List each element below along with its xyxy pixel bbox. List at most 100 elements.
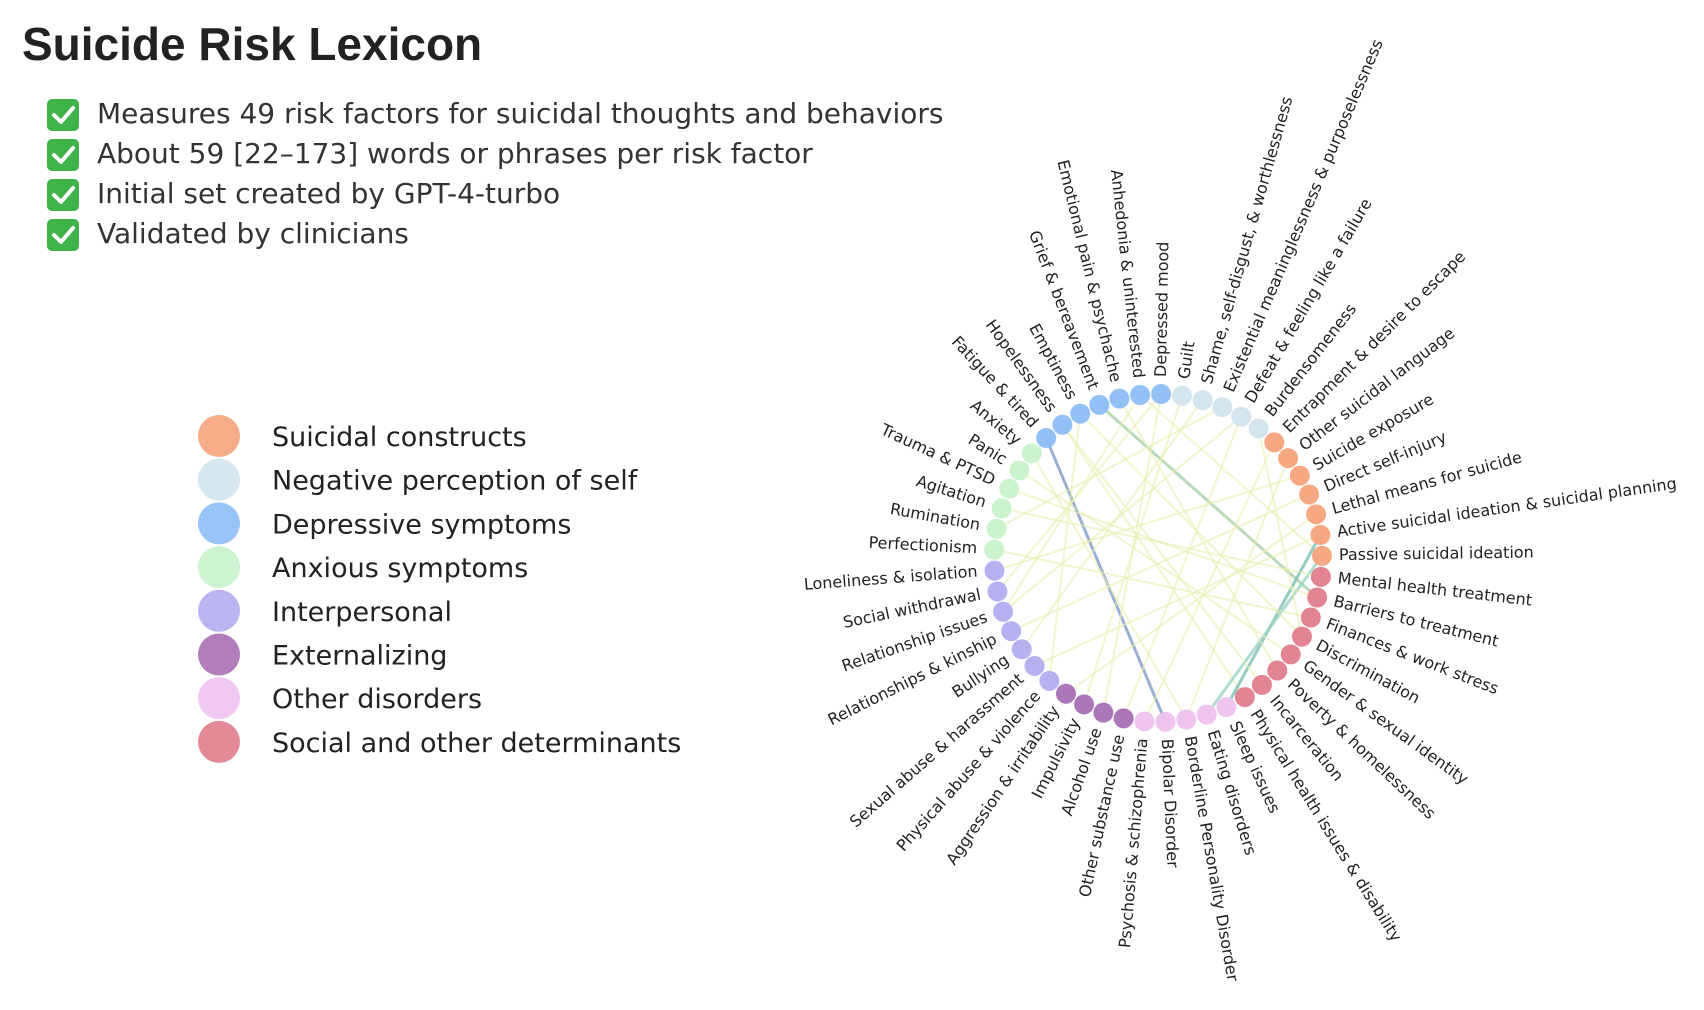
node-label: Guilt (1174, 340, 1198, 380)
edge (1018, 469, 1292, 656)
legend-swatch (198, 720, 240, 763)
node-dot (1109, 388, 1130, 409)
bullet-text: Measures 49 risk factors for suicidal th… (97, 97, 943, 130)
node-dot (1299, 484, 1320, 505)
node-dot (1039, 670, 1060, 691)
node-dot (1052, 414, 1073, 435)
edge (1257, 428, 1303, 637)
node-dot (986, 518, 1007, 539)
node-dot (1306, 504, 1327, 525)
node-dot (1011, 639, 1032, 660)
node-dot (1248, 418, 1269, 439)
node-dot (1176, 709, 1197, 730)
node-dot (1113, 708, 1134, 729)
legend-label: Other disorders (272, 684, 482, 715)
node-dot (1291, 626, 1312, 647)
edge (1122, 416, 1243, 719)
edge (1030, 452, 1188, 721)
node-dot (1155, 711, 1176, 732)
legend-label: Suicidal constructs (272, 422, 527, 453)
node-dot (1196, 704, 1217, 725)
node-dot (1055, 683, 1076, 704)
node-dot (1234, 687, 1255, 708)
node-label: Physical health issues & disability (1247, 706, 1406, 945)
check-icon (47, 139, 79, 171)
node-dot (1070, 403, 1091, 424)
edge (1002, 394, 1141, 613)
node-dot (1280, 644, 1301, 665)
node-label: Perfectionism (868, 533, 978, 558)
node-dot (991, 498, 1012, 519)
node-dot (1310, 566, 1331, 587)
node-dot (1001, 621, 1022, 642)
node-dot (1009, 460, 1030, 481)
node-dot (1074, 694, 1095, 715)
check-icon (47, 179, 79, 211)
legend-swatch (198, 415, 240, 457)
bullet-text: Initial set created by GPT-4-turbo (97, 177, 560, 210)
edge (1079, 412, 1303, 638)
node-dot (1278, 448, 1299, 469)
legend-swatch (198, 458, 240, 501)
node-dot (1216, 697, 1237, 718)
node-label: Loneliness & isolation (803, 562, 978, 594)
legend-label: Negative perception of self (272, 466, 639, 497)
legend-label: Externalizing (272, 641, 447, 672)
node-dot (1264, 432, 1285, 453)
node-dot (1231, 406, 1252, 427)
check-mark (52, 146, 75, 164)
check-mark (52, 226, 75, 244)
node-dot (993, 601, 1014, 622)
edge (1008, 487, 1318, 599)
node-dot (1307, 587, 1328, 608)
edge (1048, 413, 1082, 681)
check-icon (47, 219, 79, 251)
legend-label: Social and other determinants (272, 728, 681, 759)
edge (994, 474, 1301, 572)
edge (994, 548, 1312, 619)
title: Suicide Risk Lexicon (22, 18, 482, 70)
node-label: Bipolar Disorder (1158, 738, 1183, 868)
node-dot (1036, 428, 1057, 449)
node-dot (1300, 607, 1321, 628)
legend-label: Anxious symptoms (272, 553, 528, 584)
check-mark (52, 186, 75, 204)
node-dot (1024, 655, 1045, 676)
legend-swatch (198, 546, 240, 589)
node-dot (1021, 443, 1042, 464)
legend-swatch (198, 589, 240, 632)
legend-label: Depressive symptoms (272, 509, 571, 540)
bullet-text: Validated by clinicians (97, 217, 409, 250)
node-dot (1192, 390, 1213, 411)
node-dot (1130, 384, 1151, 405)
node-dot (1093, 702, 1114, 723)
legend-label: Interpersonal (272, 597, 452, 628)
edge (1118, 398, 1279, 672)
edge (1143, 441, 1276, 722)
edge (1065, 513, 1317, 695)
node-dot (1089, 394, 1110, 415)
node-dot (1289, 465, 1310, 486)
legend: Suicidal constructs Negative perception o… (198, 415, 681, 763)
legend-swatch (198, 502, 240, 545)
node-dot (984, 560, 1005, 581)
edge (1185, 457, 1290, 720)
edge (1002, 415, 1242, 613)
edge (1139, 394, 1323, 557)
edge (1034, 533, 1321, 667)
node-dot (1172, 385, 1193, 406)
node-dot (987, 581, 1008, 602)
legend-swatch (198, 677, 240, 720)
node-dot (1212, 397, 1233, 418)
edges (994, 393, 1324, 723)
edge (1010, 493, 1310, 633)
edge (996, 406, 1223, 530)
network: Fatigue & tiredHopelessnessEmptinessGrie… (803, 36, 1678, 983)
node-label: Depressed mood (1151, 241, 1173, 377)
legend-swatch (198, 633, 240, 676)
node-dot (1134, 711, 1155, 732)
node-dot (999, 478, 1020, 499)
node-dot (1151, 384, 1172, 405)
